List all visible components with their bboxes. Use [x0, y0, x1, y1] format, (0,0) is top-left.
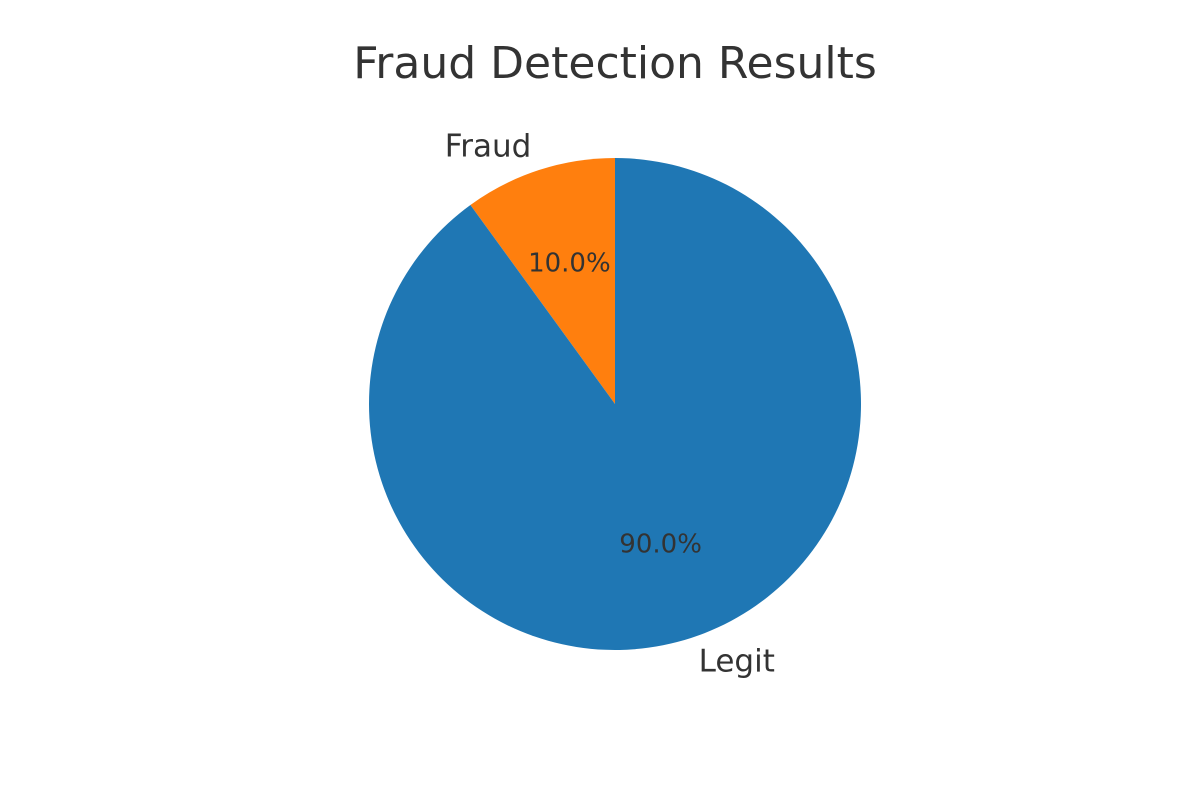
pie-labels: Fraud 10.0% Legit 90.0%: [445, 129, 775, 680]
slice-percent-fraud: 10.0%: [528, 249, 611, 279]
pie-slice-legit: [369, 158, 862, 651]
chart-title: Fraud Detection Results: [353, 38, 877, 89]
slice-percent-legit: 90.0%: [619, 529, 702, 559]
slice-label-legit: Legit: [699, 643, 775, 679]
pie-slice-fraud: [470, 158, 615, 404]
pie-slices: [369, 158, 862, 651]
slice-label-fraud: Fraud: [445, 129, 532, 165]
